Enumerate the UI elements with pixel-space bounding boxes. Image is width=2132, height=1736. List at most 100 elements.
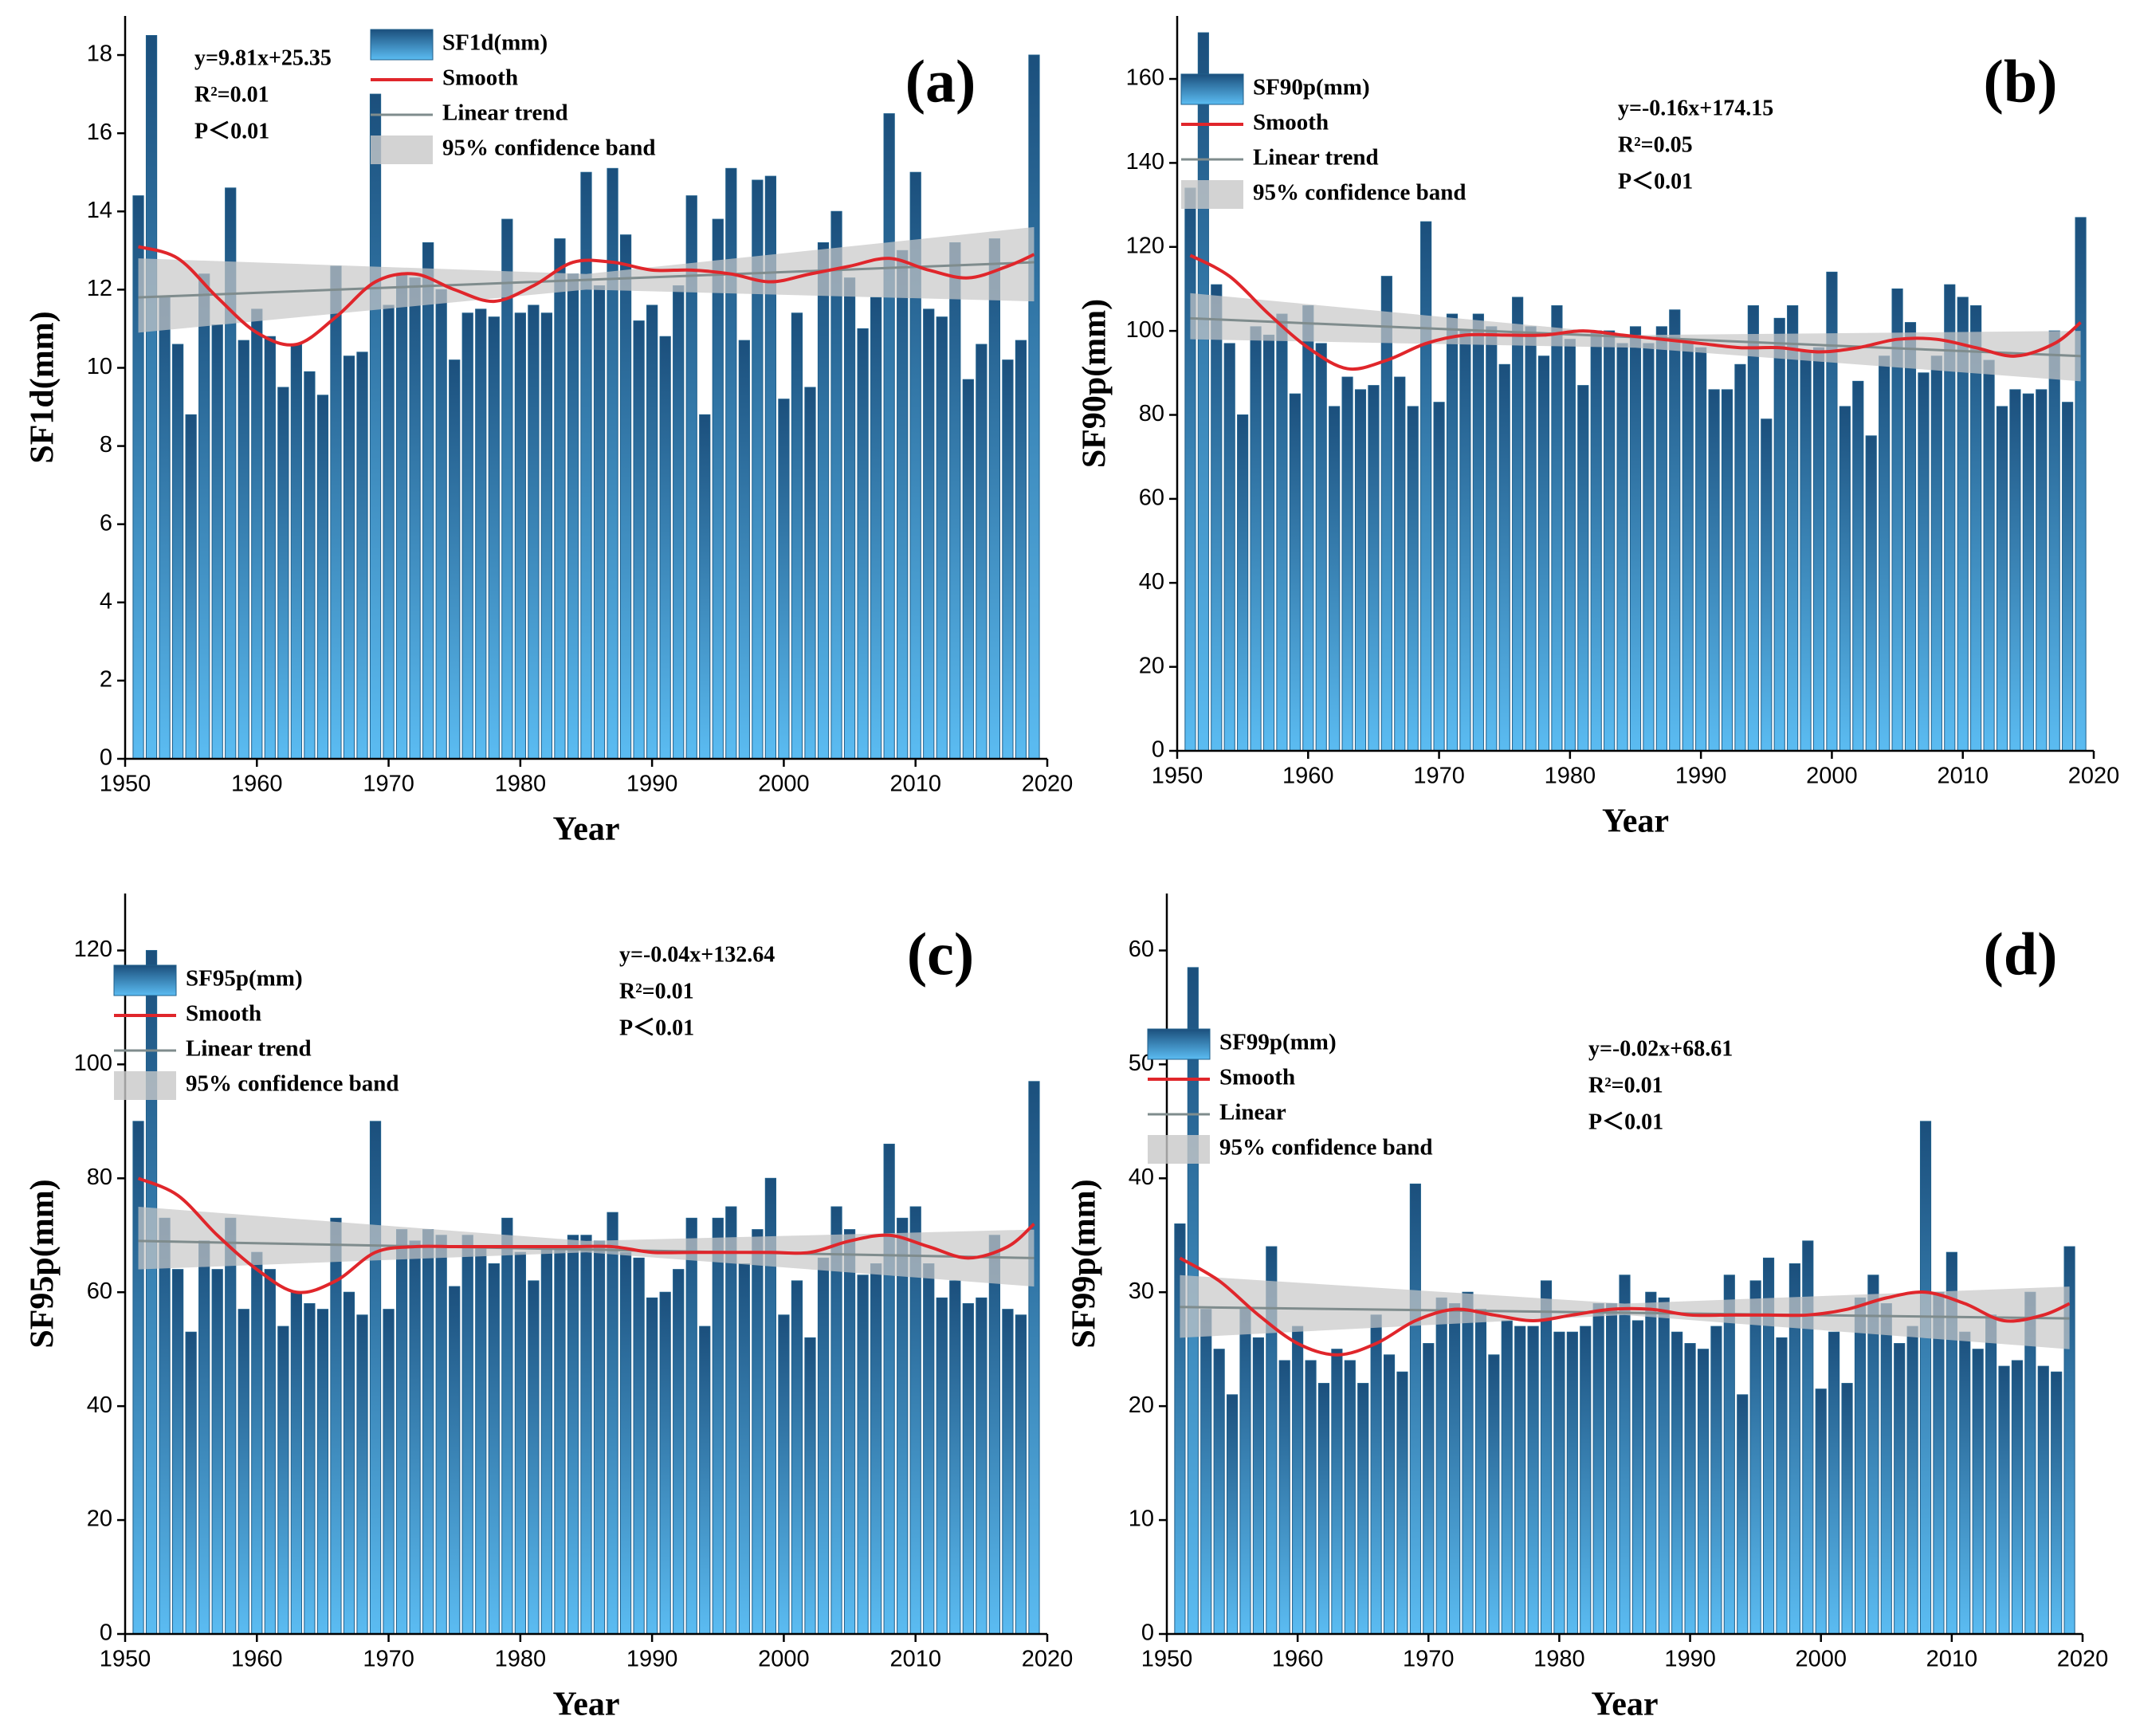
bar bbox=[2011, 1360, 2023, 1635]
bar bbox=[1880, 1303, 1892, 1635]
bar bbox=[817, 1257, 830, 1635]
legend-label: Linear trend bbox=[442, 100, 568, 126]
bar bbox=[488, 316, 500, 760]
bar bbox=[804, 1337, 816, 1635]
bar bbox=[752, 1229, 764, 1635]
bar bbox=[607, 167, 618, 760]
x-tick-label: 1970 bbox=[363, 772, 414, 797]
x-axis-label: Year bbox=[1592, 1687, 1659, 1723]
bar bbox=[1697, 1349, 1710, 1635]
bar bbox=[251, 308, 263, 760]
bar bbox=[172, 1269, 184, 1635]
bar bbox=[1472, 313, 1484, 752]
bar bbox=[1852, 380, 1864, 752]
bar bbox=[1394, 376, 1406, 752]
bar bbox=[1616, 343, 1628, 752]
bar bbox=[1239, 1309, 1251, 1635]
bar bbox=[211, 1269, 223, 1635]
bar bbox=[172, 344, 184, 760]
bar bbox=[738, 340, 750, 760]
bar bbox=[673, 285, 685, 760]
bar bbox=[1815, 1388, 1827, 1635]
x-tick-label: 2010 bbox=[889, 1647, 941, 1672]
x-tick-label: 2000 bbox=[758, 1647, 810, 1672]
bar bbox=[2051, 1371, 2063, 1635]
bar bbox=[409, 277, 421, 760]
bar bbox=[1015, 340, 1027, 760]
bar bbox=[238, 1309, 249, 1635]
legend-label: SF1d(mm) bbox=[442, 30, 548, 56]
x-tick-label: 1980 bbox=[495, 1647, 547, 1672]
bar bbox=[1734, 363, 1746, 752]
bar bbox=[1800, 351, 1812, 752]
y-tick-label: 60 bbox=[1139, 485, 1164, 511]
bar bbox=[1919, 1121, 1932, 1635]
bar bbox=[132, 1121, 144, 1635]
bar bbox=[435, 289, 447, 760]
bar bbox=[1841, 1383, 1853, 1635]
y-tick-label: 20 bbox=[1129, 1392, 1154, 1418]
bar bbox=[1695, 347, 1707, 752]
bar bbox=[1671, 1331, 1683, 1635]
bar bbox=[422, 1229, 434, 1635]
bar bbox=[936, 1297, 948, 1635]
bar bbox=[949, 1280, 961, 1635]
bar bbox=[1894, 1343, 1906, 1635]
bar bbox=[159, 1217, 171, 1635]
bar bbox=[1604, 330, 1616, 752]
x-tick-label: 1970 bbox=[1403, 1647, 1455, 1672]
bar bbox=[290, 1291, 302, 1635]
bar bbox=[1761, 418, 1773, 752]
bar bbox=[198, 1240, 210, 1635]
panel-label: (b) bbox=[1984, 48, 2058, 115]
bar bbox=[1488, 1354, 1500, 1635]
y-tick-label: 16 bbox=[87, 120, 112, 145]
annotation: R²=0.01 bbox=[194, 82, 269, 107]
y-tick-label: 0 bbox=[100, 1620, 112, 1646]
bar bbox=[554, 238, 566, 760]
bar bbox=[1433, 402, 1445, 752]
legend-label: Linear trend bbox=[186, 1036, 312, 1062]
bar bbox=[1904, 322, 1917, 752]
x-tick-label: 1980 bbox=[1533, 1647, 1585, 1672]
bar bbox=[1407, 406, 1419, 752]
bar bbox=[883, 113, 895, 760]
bar bbox=[1227, 1394, 1239, 1635]
y-tick-label: 4 bbox=[100, 588, 112, 614]
annotation: R²=0.01 bbox=[619, 979, 694, 1004]
bar bbox=[422, 242, 434, 760]
bar bbox=[567, 1235, 579, 1635]
bar bbox=[198, 273, 210, 760]
bar bbox=[1459, 330, 1471, 752]
y-tick-label: 120 bbox=[1126, 233, 1164, 258]
x-tick-label: 1960 bbox=[231, 772, 283, 797]
bar bbox=[1606, 1303, 1618, 1635]
bar bbox=[1514, 1326, 1526, 1635]
x-tick-label: 1960 bbox=[231, 1647, 283, 1672]
bar bbox=[1237, 414, 1249, 752]
bar bbox=[1028, 54, 1040, 760]
x-tick-label: 1990 bbox=[1675, 764, 1727, 789]
x-tick-label: 1980 bbox=[1545, 764, 1596, 789]
bar bbox=[1708, 389, 1720, 752]
bar bbox=[435, 1235, 447, 1635]
legend-swatch bbox=[114, 1071, 176, 1100]
x-tick-label: 2000 bbox=[758, 772, 810, 797]
bar bbox=[369, 1121, 382, 1635]
bar bbox=[1341, 376, 1353, 752]
bar bbox=[923, 1263, 935, 1635]
bar bbox=[1211, 284, 1223, 752]
y-tick-label: 40 bbox=[1129, 1165, 1154, 1190]
bar bbox=[712, 218, 724, 760]
bar bbox=[1501, 1320, 1513, 1635]
bar bbox=[1737, 1394, 1749, 1635]
bar bbox=[923, 308, 935, 760]
bar bbox=[1629, 326, 1642, 752]
y-tick-label: 140 bbox=[1126, 149, 1164, 175]
bar bbox=[1776, 1337, 1788, 1635]
y-axis-label: SF90p(mm) bbox=[1077, 299, 1113, 468]
bar bbox=[145, 949, 158, 1635]
trend-line bbox=[138, 261, 1035, 299]
